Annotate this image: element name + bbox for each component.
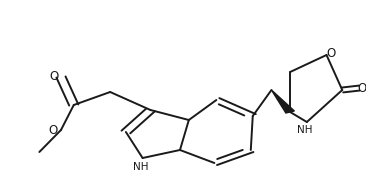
Text: O: O [357,81,366,94]
Text: O: O [48,123,58,136]
Text: O: O [50,70,59,83]
Text: NH: NH [297,125,313,135]
Text: NH: NH [133,162,149,171]
Polygon shape [272,90,294,113]
Text: O: O [326,47,336,60]
